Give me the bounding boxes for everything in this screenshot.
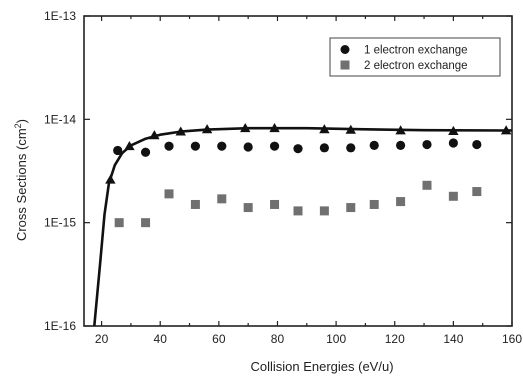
point-2-electron [346, 203, 356, 213]
point-1-electron [140, 147, 151, 157]
point-2-electron [319, 206, 329, 216]
y-tick-label: 1E-15 [44, 216, 76, 230]
point-triangle [201, 124, 213, 134]
legend-box [329, 37, 501, 77]
plot-frame [83, 15, 513, 327]
x-tick-label: 80 [271, 332, 285, 346]
point-1-electron [472, 139, 482, 150]
y-axis-label: Cross Sections (cm2) [13, 119, 29, 241]
point-2-electron [114, 218, 124, 228]
point-triangle [319, 124, 330, 134]
legend-circle-marker [340, 45, 350, 54]
legend-label-1: 1 electron exchange [364, 45, 468, 57]
y-tick-label: 1E-14 [44, 112, 76, 126]
point-1-electron [190, 141, 200, 151]
point-triangle [345, 124, 356, 134]
y-axis-label-tail: ) [14, 119, 29, 123]
x-axis-label: Collision Energies (eV/u) [250, 359, 393, 374]
x-tick-label: 140 [443, 332, 463, 346]
point-triangle [395, 125, 406, 135]
y-axis-label-main: Cross Sections (cm [14, 128, 29, 241]
x-tick-label: 120 [385, 332, 405, 346]
point-triangle [240, 123, 251, 133]
point-2-electron [472, 187, 482, 197]
point-2-electron [293, 206, 303, 216]
point-2-electron [448, 191, 458, 201]
y-tick-label: 1E-13 [44, 9, 76, 23]
point-2-electron [190, 199, 200, 209]
legend: 1 electron exchange 2 electron exchange [329, 37, 501, 77]
point-triangle [124, 140, 135, 151]
point-2-electron [243, 203, 253, 213]
point-triangle [175, 126, 186, 136]
point-triangle [105, 174, 116, 184]
x-tick-label: 60 [212, 332, 226, 346]
point-2-electron [396, 197, 406, 207]
point-1-electron [243, 142, 253, 152]
point-1-electron [396, 140, 406, 150]
point-triangle [500, 125, 512, 135]
point-1-electron [346, 143, 356, 153]
point-1-electron [269, 141, 280, 151]
point-2-electron [369, 199, 379, 209]
point-1-electron [113, 145, 123, 156]
point-1-electron [422, 139, 432, 150]
point-triangle [269, 123, 280, 133]
x-tick-label: 40 [154, 332, 168, 346]
x-tick-label: 100 [326, 332, 346, 346]
legend-label-2: 2 electron exchange [364, 60, 468, 72]
point-1-electron [369, 140, 379, 150]
point-1-electron [217, 141, 227, 151]
point-2-electron [141, 218, 151, 228]
x-tick-label: 160 [502, 332, 522, 346]
point-1-electron [448, 138, 458, 148]
y-tick-label: 1E-16 [44, 319, 76, 333]
plot-area: 20 40 60 80 100 120 140 160 1E-16 1E-15 1E-14 1E-13 [44, 9, 522, 346]
point-triangle [448, 125, 459, 135]
point-1-electron [319, 143, 329, 153]
point-1-electron [293, 144, 303, 154]
point-1-electron [164, 141, 174, 151]
y-axis-label-sup: 2 [13, 123, 23, 128]
point-2-electron [270, 199, 280, 209]
x-tick-label: 20 [95, 332, 109, 346]
fit-curve [93, 126, 513, 327]
legend-square-marker [340, 60, 350, 70]
point-2-electron [164, 189, 174, 199]
point-2-electron [217, 194, 227, 204]
point-triangle [149, 130, 160, 140]
point-2-electron [422, 180, 432, 190]
